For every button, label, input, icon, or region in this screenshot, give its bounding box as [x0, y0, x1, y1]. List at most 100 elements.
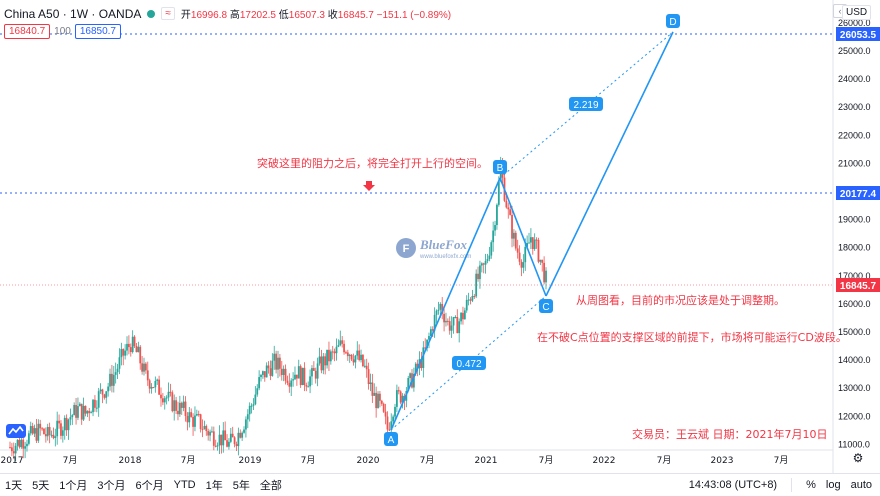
candle-body	[60, 423, 62, 436]
candle-body	[278, 357, 281, 369]
candle-body	[426, 339, 428, 349]
marker-d-box	[836, 27, 880, 41]
time-tick-label: 2020	[357, 456, 380, 466]
candle-body	[133, 336, 136, 347]
time-axis[interactable]: 2017 7月 2018 7月 2019 7月 2020 7月 2021 7月 2022 7月 2023…	[1, 455, 789, 466]
timeframe-button[interactable]: 1个月	[59, 480, 88, 492]
candle-body	[363, 365, 366, 367]
sell-price-button[interactable]: 16840.7	[4, 24, 51, 39]
time-tick-label: 2023	[711, 456, 734, 466]
clock-readout[interactable]: 14:43:08 (UTC+8)	[688, 479, 778, 491]
time-tick-label: 7月	[420, 455, 435, 466]
candle-body	[390, 421, 393, 430]
currency-select[interactable]: USD	[842, 5, 872, 20]
candle-body	[35, 428, 38, 441]
candle-body	[312, 368, 315, 371]
candle-body	[39, 423, 42, 429]
candle-body	[263, 371, 266, 378]
ab-leg[interactable]	[390, 177, 501, 431]
symbol-title[interactable]: China A50 · 1W · OANDA	[4, 6, 142, 21]
buy-price-button[interactable]: 16850.7	[74, 24, 121, 39]
candle-body	[41, 428, 43, 430]
candle-body	[105, 391, 108, 398]
price-tick-label: 16000.0	[838, 299, 871, 309]
candle-body	[267, 365, 270, 369]
support-annotation[interactable]: 在不破C点位置的支撑区域的前提下，市场将可能运行CD波段。	[537, 330, 847, 344]
candle-body	[514, 232, 517, 249]
time-tick-label: 2021	[475, 456, 498, 466]
cd-leg[interactable]	[545, 31, 674, 297]
timeframe-button[interactable]: YTD	[173, 479, 196, 491]
auto-toggle[interactable]: auto	[850, 479, 872, 491]
candle-body	[186, 415, 189, 423]
weekly-annotation[interactable]: 从周图看，目前的市况应该是处于调整期。	[576, 293, 785, 307]
settings-gear-icon[interactable]: ⚙	[853, 451, 864, 465]
candle-body	[146, 370, 149, 381]
candle-body	[462, 312, 464, 320]
candle-body	[63, 417, 66, 431]
timeframe-button[interactable]: 5天	[32, 480, 50, 492]
ratio-ab-badge[interactable]	[452, 356, 486, 370]
candle-body	[150, 387, 153, 389]
candle-body	[303, 367, 306, 386]
candle-body	[482, 263, 485, 265]
ratio-cd-badge[interactable]	[569, 97, 603, 111]
chart-header: China A50 · 1W · OANDA ≈ 开16996.8 高17202…	[4, 6, 451, 22]
timeframe-button[interactable]: 3个月	[97, 480, 126, 492]
candle-body	[120, 349, 123, 358]
price-axis[interactable]: 26000.0 25000.0 24000.0 23000.0 22000.0 21000…	[838, 18, 871, 450]
candle-body	[97, 391, 100, 408]
candle-body	[71, 415, 74, 418]
candle-body	[178, 402, 181, 415]
abcd-pattern[interactable]: A B C D 0.472 2.219	[384, 14, 680, 446]
candle-body	[328, 349, 330, 362]
candle-body	[318, 356, 321, 364]
timeframe-button[interactable]: 1年	[205, 480, 223, 492]
candle-body	[407, 378, 410, 391]
candle-body	[252, 404, 255, 406]
candle-body	[465, 300, 468, 311]
high-value: 17202.5	[239, 10, 276, 21]
candle-body	[18, 439, 21, 448]
candle-body	[497, 181, 500, 205]
candle-body	[161, 398, 164, 403]
candle-body	[343, 343, 345, 353]
candle-body	[233, 437, 236, 445]
candle-body	[143, 363, 145, 372]
timeframe-button[interactable]: 全部	[259, 480, 282, 492]
timeframe-button[interactable]: 6个月	[135, 480, 164, 492]
resistance-annotation[interactable]: 突破这里的阻力之后，将完全打开上行的空间。	[257, 156, 488, 170]
candle-body	[379, 393, 381, 401]
point-c-marker[interactable]	[539, 299, 553, 313]
timeframe-button[interactable]: 1天	[5, 480, 23, 492]
candle-body	[218, 434, 221, 446]
candle-body	[192, 416, 194, 427]
tradingview-logo-icon[interactable]	[6, 424, 26, 438]
point-a-marker[interactable]	[384, 432, 398, 446]
timeframe-button[interactable]: 5年	[232, 480, 250, 492]
log-toggle[interactable]: log	[825, 479, 841, 491]
candle-body	[250, 405, 253, 407]
percent-toggle[interactable]: %	[806, 479, 816, 491]
candle-body	[148, 380, 151, 389]
down-arrow-icon[interactable]	[363, 181, 375, 191]
bc-leg[interactable]	[499, 177, 547, 297]
price-tick-label: 18000.0	[838, 243, 871, 253]
candle-body	[420, 359, 423, 368]
candle-body	[271, 360, 274, 376]
point-b-marker[interactable]	[493, 160, 507, 174]
candle-body	[320, 356, 323, 371]
candle-body	[43, 428, 45, 435]
candle-body	[54, 436, 57, 438]
candle-body	[392, 416, 395, 422]
compare-badge[interactable]: ≈	[161, 7, 175, 20]
candle-body	[507, 207, 510, 210]
candle-body	[216, 445, 219, 447]
point-d-marker[interactable]	[666, 14, 680, 28]
trader-annotation[interactable]: 交易员：王云斌 日期：2021年7月10日	[632, 427, 828, 441]
candle-body	[463, 310, 466, 320]
candle-body	[399, 391, 402, 403]
candle-body	[158, 379, 160, 395]
time-tick-label: 7月	[539, 455, 554, 466]
